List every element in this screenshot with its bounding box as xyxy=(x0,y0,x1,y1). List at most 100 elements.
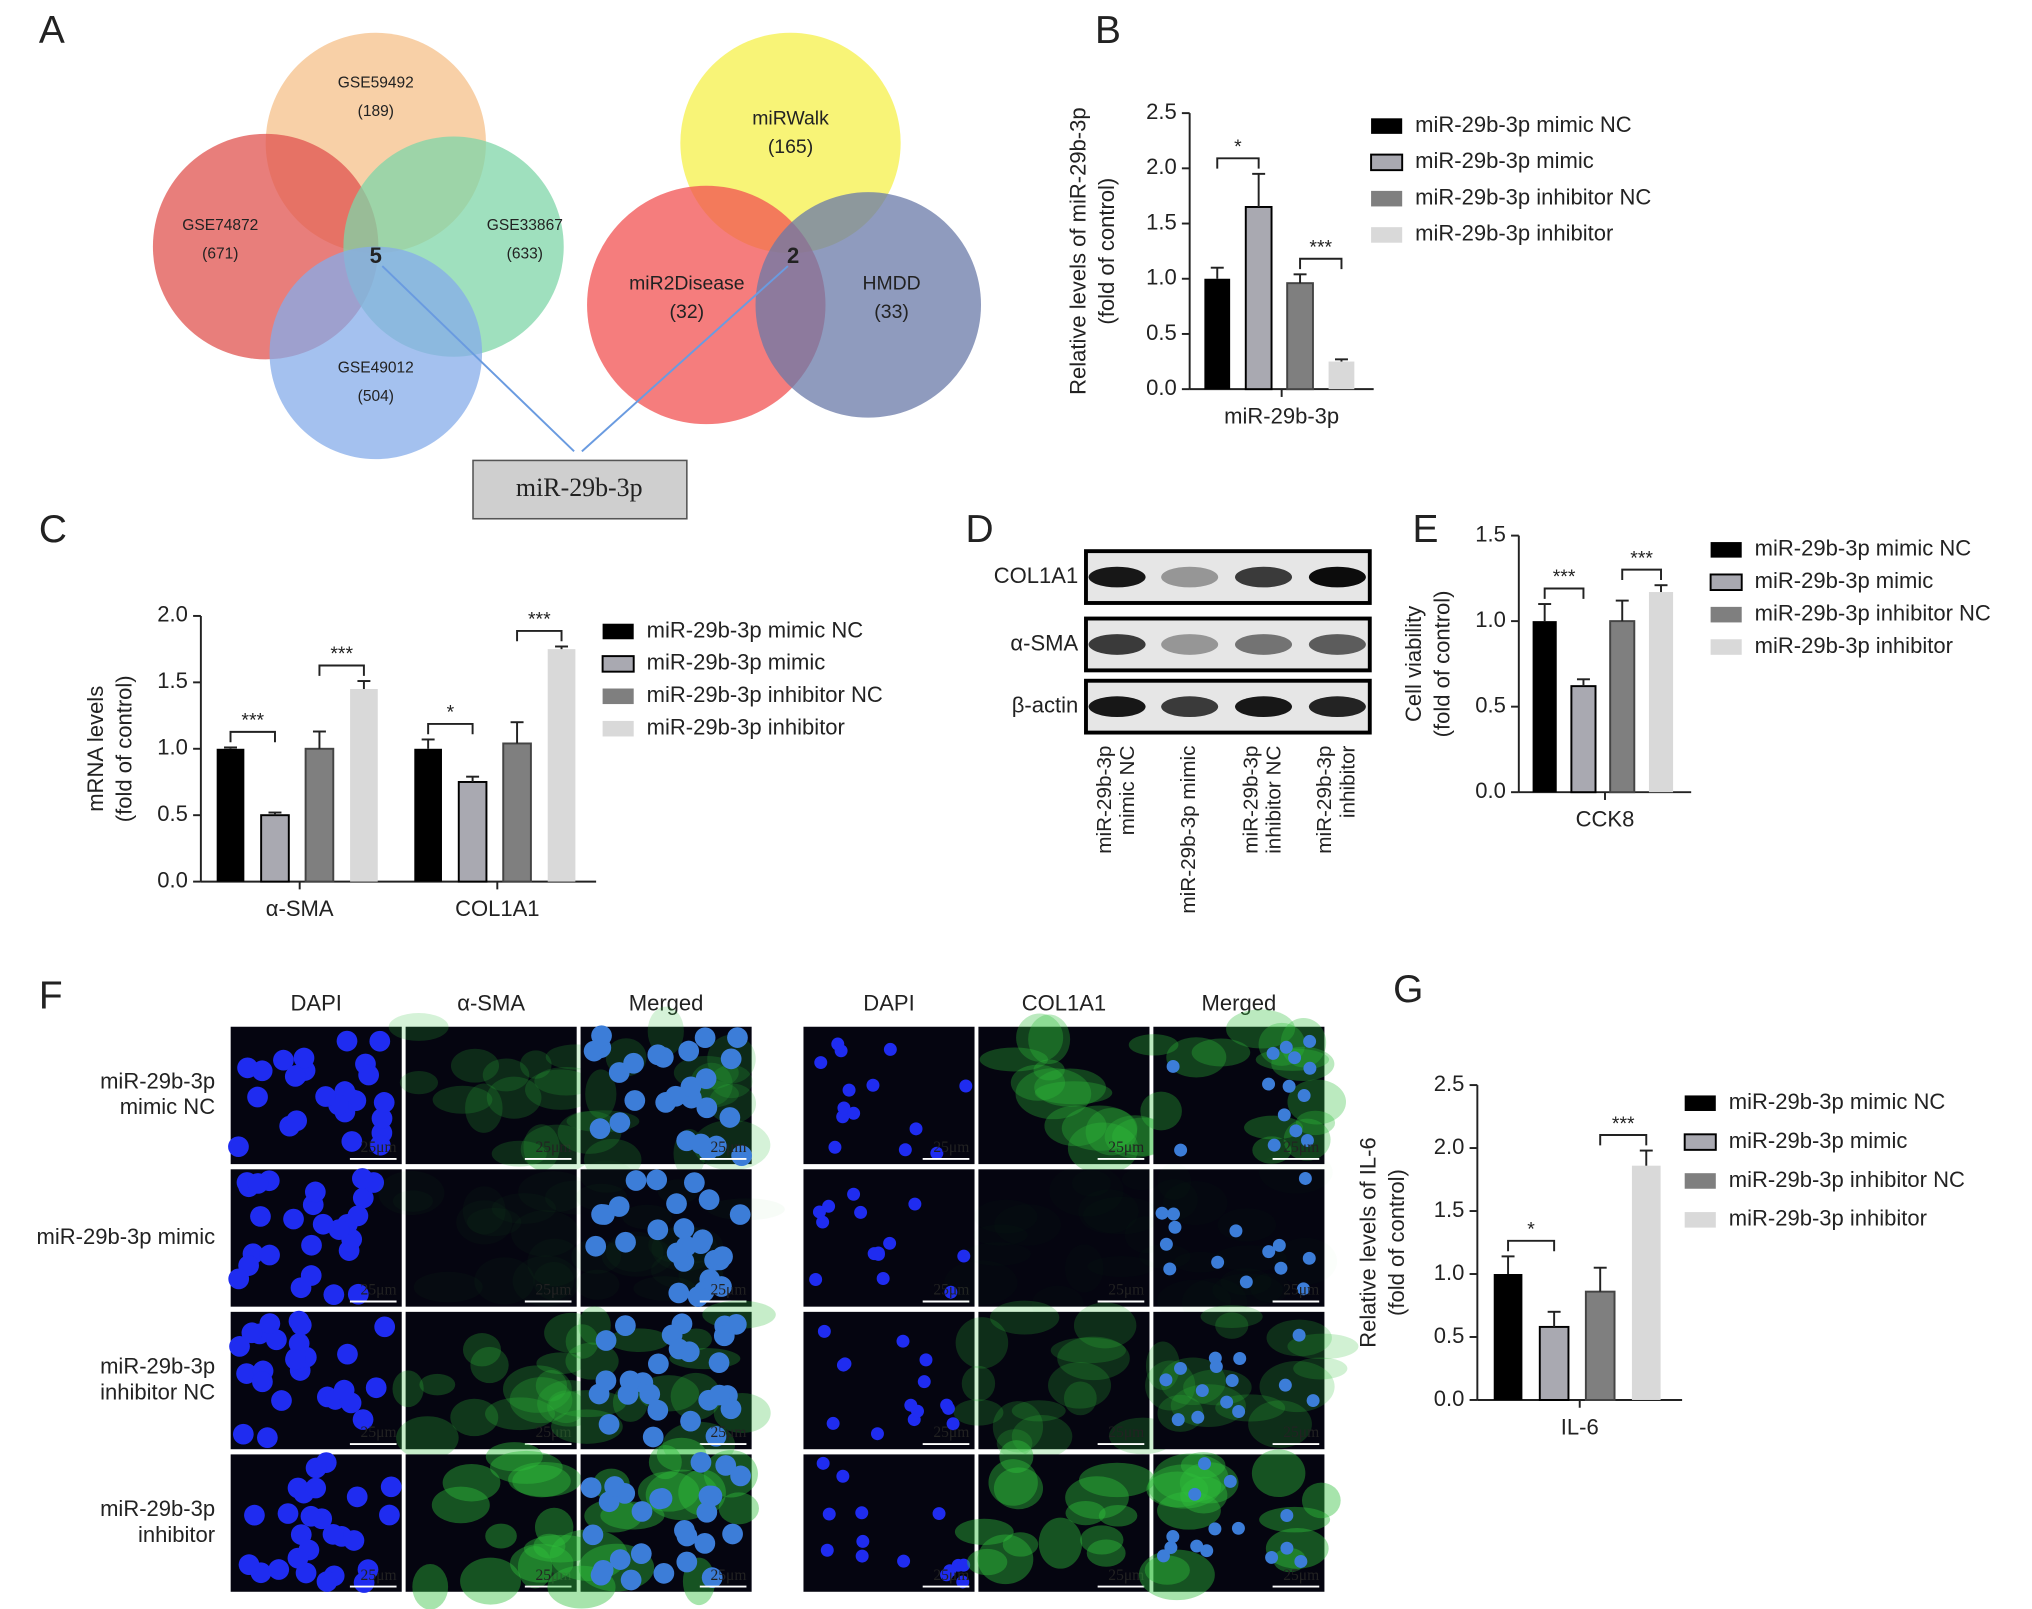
nucleus xyxy=(1198,1457,1212,1471)
nucleus xyxy=(247,1086,268,1108)
blot-band xyxy=(1088,634,1146,655)
nucleus xyxy=(369,1134,391,1156)
error-bar xyxy=(510,721,524,744)
nucleus xyxy=(630,1543,652,1565)
nucleus xyxy=(1167,1207,1180,1221)
green-signal xyxy=(1065,1500,1106,1526)
scale-bar-label: 25μm xyxy=(710,1424,746,1441)
bar xyxy=(414,748,442,882)
nucleus xyxy=(259,1244,280,1266)
micrograph: 25μm xyxy=(229,1310,402,1450)
x-tick-label: IL-6 xyxy=(1561,1414,1599,1439)
image-bg xyxy=(978,1311,1150,1450)
image-column-label: DAPI xyxy=(863,991,914,1016)
nucleus xyxy=(820,1543,834,1557)
nucleus xyxy=(683,1172,705,1193)
nucleus xyxy=(1174,1143,1188,1157)
significance-bracket xyxy=(1299,257,1343,270)
green-signal xyxy=(512,1255,580,1307)
green-signal xyxy=(511,1210,580,1257)
nucleus xyxy=(940,1568,954,1582)
green-signal xyxy=(1166,1037,1227,1078)
micrograph: 25μm xyxy=(803,1454,975,1592)
nucleus xyxy=(312,1213,334,1235)
green-signal xyxy=(718,1492,759,1525)
scale-bar-label: 25μm xyxy=(1283,1139,1319,1156)
image-row-label: miR-29b-3p xyxy=(100,1496,215,1521)
scale-bar-label: 25μm xyxy=(933,1424,969,1441)
nucleus xyxy=(623,1052,644,1074)
bar xyxy=(260,814,290,883)
legend-swatch xyxy=(602,688,634,705)
nucleus xyxy=(648,1353,669,1375)
green-signal xyxy=(527,1238,582,1287)
blot-column-label: miR-29b-3p mimic xyxy=(1177,746,1200,914)
nucleus xyxy=(268,1559,290,1580)
green-signal xyxy=(585,1069,617,1119)
nucleus xyxy=(1303,1061,1317,1075)
green-signal xyxy=(710,1064,753,1099)
green-signal xyxy=(1215,1312,1249,1339)
nucleus xyxy=(1220,1395,1234,1409)
blot-band xyxy=(1235,696,1293,718)
blot-band xyxy=(1088,696,1146,718)
nucleus xyxy=(1231,1521,1245,1535)
nucleus xyxy=(639,1383,661,1405)
nucleus xyxy=(285,1349,306,1370)
scale-bar-label: 25μm xyxy=(536,1424,572,1441)
nucleus xyxy=(1159,1373,1173,1387)
micrograph: 25μm xyxy=(1145,1305,1359,1450)
legend-label: miR-29b-3p inhibitor NC xyxy=(1729,1167,1965,1192)
nucleus xyxy=(241,1322,263,1344)
green-signal xyxy=(1157,1394,1204,1432)
nucleus xyxy=(956,1575,970,1589)
nucleus xyxy=(897,1554,911,1568)
nucleus xyxy=(352,1187,374,1209)
venn-set-count: (671) xyxy=(202,245,238,262)
result-label: miR-29b-3p xyxy=(516,473,643,502)
error-bar xyxy=(224,746,237,749)
green-signal xyxy=(973,1224,1028,1245)
error-bar xyxy=(1615,599,1629,622)
scale-bar-label: 25μm xyxy=(1283,1567,1319,1584)
y-axis-label: Cell viability xyxy=(1401,606,1426,722)
green-signal xyxy=(1061,1105,1138,1151)
significance-label: *** xyxy=(1630,547,1653,569)
nucleus xyxy=(1303,1034,1317,1048)
legend-swatch xyxy=(1710,606,1742,623)
significance-label: *** xyxy=(1553,566,1576,588)
venn-circle xyxy=(269,246,483,460)
error-bar xyxy=(1576,678,1590,687)
nucleus xyxy=(665,1085,687,1107)
nucleus xyxy=(680,1076,702,1098)
image-bg xyxy=(978,1169,1150,1307)
image-row-label: mimic NC xyxy=(120,1094,215,1119)
green-signal xyxy=(399,1071,439,1095)
nucleus xyxy=(814,1056,828,1070)
blot-column-label: miR-29b-3p xyxy=(1093,746,1116,854)
green-signal xyxy=(392,1190,434,1212)
green-signal xyxy=(378,1170,445,1216)
green-signal xyxy=(536,1352,585,1375)
nucleus xyxy=(720,1048,742,1070)
blot-column-label: mimic NC xyxy=(1116,745,1139,835)
scale-bar-label: 25μm xyxy=(361,1139,397,1156)
y-axis-label: Relative levels of IL-6 xyxy=(1356,1137,1381,1347)
green-signal xyxy=(509,1377,573,1424)
significance-label: *** xyxy=(330,643,353,665)
micrograph: 25μm xyxy=(557,1006,771,1181)
nucleus xyxy=(1166,1530,1180,1544)
green-signal xyxy=(1147,1464,1222,1509)
nucleus xyxy=(673,1218,695,1239)
green-signal xyxy=(1287,1333,1359,1360)
y-tick-label: 2.0 xyxy=(157,602,188,627)
blot-band xyxy=(1161,634,1219,655)
nucleus xyxy=(1232,1405,1246,1418)
significance-label: *** xyxy=(1309,237,1332,259)
green-signal xyxy=(465,1083,503,1133)
scale-bar-label: 25μm xyxy=(1108,1139,1144,1156)
nucleus xyxy=(228,1268,250,1290)
nucleus xyxy=(696,1097,718,1119)
nucleus xyxy=(353,1572,375,1593)
green-signal xyxy=(486,1076,542,1119)
